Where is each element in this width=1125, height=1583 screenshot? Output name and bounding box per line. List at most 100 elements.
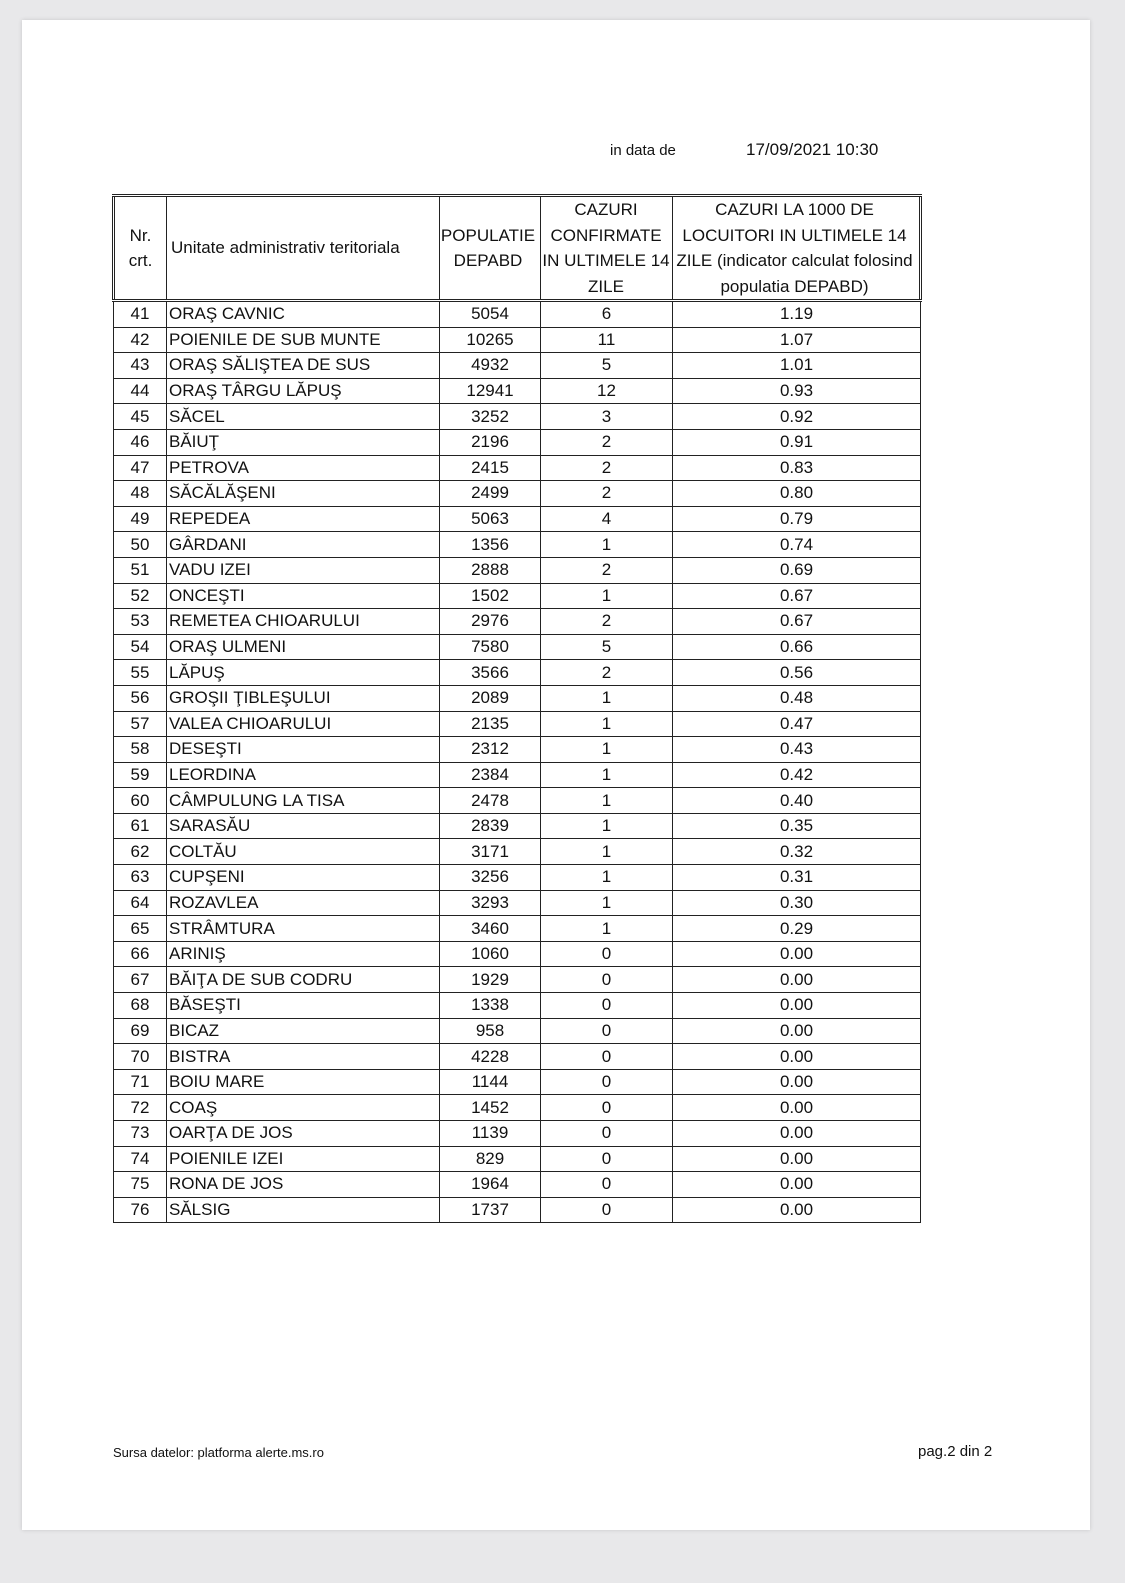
- unit-name-cell: BOIU MARE: [166, 1068, 440, 1096]
- rate-cell: 0.00: [672, 1120, 921, 1147]
- row-number-cell: 62: [113, 838, 167, 866]
- unit-name-cell: SARASĂU: [166, 812, 440, 840]
- rate-cell: 0.32: [672, 838, 921, 866]
- rate-cell: 0.31: [672, 864, 921, 891]
- cases-cell: 0: [540, 1094, 673, 1121]
- rate-cell: 0.91: [672, 428, 921, 456]
- cases-cell: 0: [540, 1196, 673, 1224]
- table-row: 48 SĂCĂLĂŞENI 2499 2 0.80: [113, 480, 921, 507]
- cases-cell: 2: [540, 608, 673, 635]
- table-row: 45 SĂCEL 3252 3 0.92: [113, 403, 921, 430]
- row-number-cell: 72: [113, 1094, 167, 1121]
- cases-cell: 2: [540, 428, 673, 456]
- row-number-cell: 54: [113, 633, 167, 661]
- row-number-cell: 46: [113, 428, 167, 456]
- cases-cell: 0: [540, 1120, 673, 1147]
- rate-cell: 0.93: [672, 377, 921, 405]
- rate-cell: 0.74: [672, 531, 921, 558]
- table-row: 42 POIENILE DE SUB MUNTE 10265 11 1.07: [113, 326, 921, 354]
- row-number-cell: 52: [113, 582, 167, 610]
- rate-cell: 0.83: [672, 454, 921, 482]
- unit-name-cell: BĂSEŞTI: [166, 992, 440, 1019]
- row-number-cell: 65: [113, 915, 167, 942]
- unit-name-cell: LĂPUŞ: [166, 659, 440, 686]
- population-cell: 4932: [439, 352, 541, 379]
- row-number-cell: 44: [113, 377, 167, 405]
- row-number-cell: 75: [113, 1171, 167, 1198]
- rate-cell: 0.00: [672, 1043, 921, 1070]
- cases-cell: 0: [540, 992, 673, 1019]
- rate-cell: 0.48: [672, 684, 921, 712]
- cases-cell: 1: [540, 736, 673, 763]
- rate-cell: 0.66: [672, 633, 921, 661]
- row-number-cell: 76: [113, 1196, 167, 1224]
- row-number-cell: 61: [113, 812, 167, 840]
- cases-cell: 1: [540, 684, 673, 712]
- population-cell: 1144: [439, 1068, 541, 1096]
- row-number-cell: 59: [113, 761, 167, 789]
- table-row: 71 BOIU MARE 1144 0 0.00: [113, 1068, 921, 1096]
- unit-name-cell: RONA DE JOS: [166, 1171, 440, 1198]
- population-cell: 1356: [439, 531, 541, 558]
- table-row: 52 ONCEŞTI 1502 1 0.67: [113, 582, 921, 610]
- rate-cell: 0.00: [672, 992, 921, 1019]
- rate-cell: 0.40: [672, 787, 921, 814]
- row-number-cell: 50: [113, 531, 167, 558]
- table-row: 75 RONA DE JOS 1964 0 0.00: [113, 1171, 921, 1198]
- table-row: 66 ARINIŞ 1060 0 0.00: [113, 940, 921, 968]
- unit-name-cell: GROŞII ŢIBLEŞULUI: [166, 684, 440, 712]
- unit-name-cell: REMETEA CHIOARULUI: [166, 608, 440, 635]
- table-row: 59 LEORDINA 2384 1 0.42: [113, 761, 921, 789]
- table-row: 74 POIENILE IZEI 829 0 0.00: [113, 1145, 921, 1173]
- row-number-cell: 69: [113, 1017, 167, 1045]
- cases-cell: 5: [540, 633, 673, 661]
- cases-cell: 0: [540, 1043, 673, 1070]
- cases-cell: 0: [540, 966, 673, 994]
- table-body: 41 ORAŞ CAVNIC 5054 6 1.19 42 POIENILE DE SUB …: [113, 300, 921, 1224]
- table-header-row: Nr. crt. Unitate administrativ teritoria…: [113, 194, 921, 302]
- unit-name-cell: BISTRA: [166, 1043, 440, 1070]
- cases-cell: 1: [540, 838, 673, 866]
- row-number-cell: 67: [113, 966, 167, 994]
- col-header-population: POPULATIE DEPABD: [439, 194, 541, 302]
- rate-cell: 0.43: [672, 736, 921, 763]
- unit-name-cell: GÂRDANI: [166, 531, 440, 558]
- population-cell: 2415: [439, 454, 541, 482]
- row-number-cell: 41: [113, 300, 167, 328]
- cases-cell: 1: [540, 710, 673, 738]
- rate-cell: 0.67: [672, 608, 921, 635]
- row-number-cell: 57: [113, 710, 167, 738]
- source-note: Sursa datelor: platforma alerte.ms.ro: [113, 1445, 324, 1460]
- table-row: 62 COLTĂU 3171 1 0.32: [113, 838, 921, 866]
- table-row: 57 VALEA CHIOARULUI 2135 1 0.47: [113, 710, 921, 738]
- rate-cell: 1.19: [672, 300, 921, 328]
- population-cell: 3460: [439, 915, 541, 942]
- rate-cell: 0.35: [672, 812, 921, 840]
- rate-cell: 0.00: [672, 940, 921, 968]
- unit-name-cell: ORAŞ SĂLIŞTEA DE SUS: [166, 352, 440, 379]
- date-value: 17/09/2021 10:30: [746, 140, 879, 159]
- table-row: 69 BICAZ 958 0 0.00: [113, 1017, 921, 1045]
- cases-cell: 0: [540, 1068, 673, 1096]
- unit-name-cell: ROZAVLEA: [166, 889, 440, 917]
- unit-name-cell: ORAŞ CAVNIC: [166, 300, 440, 328]
- cases-cell: 2: [540, 659, 673, 686]
- unit-name-cell: OARŢA DE JOS: [166, 1120, 440, 1147]
- table-row: 72 COAŞ 1452 0 0.00: [113, 1094, 921, 1121]
- row-number-cell: 43: [113, 352, 167, 379]
- cases-cell: 6: [540, 300, 673, 328]
- table-row: 49 REPEDEA 5063 4 0.79: [113, 505, 921, 533]
- rate-cell: 0.80: [672, 480, 921, 507]
- population-cell: 2196: [439, 428, 541, 456]
- cases-table: Nr. crt. Unitate administrativ teritoria…: [112, 194, 922, 1224]
- table-row: 53 REMETEA CHIOARULUI 2976 2 0.67: [113, 608, 921, 635]
- unit-name-cell: POIENILE IZEI: [166, 1145, 440, 1173]
- rate-cell: 1.07: [672, 326, 921, 354]
- cases-cell: 5: [540, 352, 673, 379]
- population-cell: 1060: [439, 940, 541, 968]
- row-number-cell: 68: [113, 992, 167, 1019]
- cases-cell: 1: [540, 812, 673, 840]
- rate-cell: 0.00: [672, 1171, 921, 1198]
- population-cell: 5063: [439, 505, 541, 533]
- page-number: pag.2 din 2: [918, 1443, 993, 1460]
